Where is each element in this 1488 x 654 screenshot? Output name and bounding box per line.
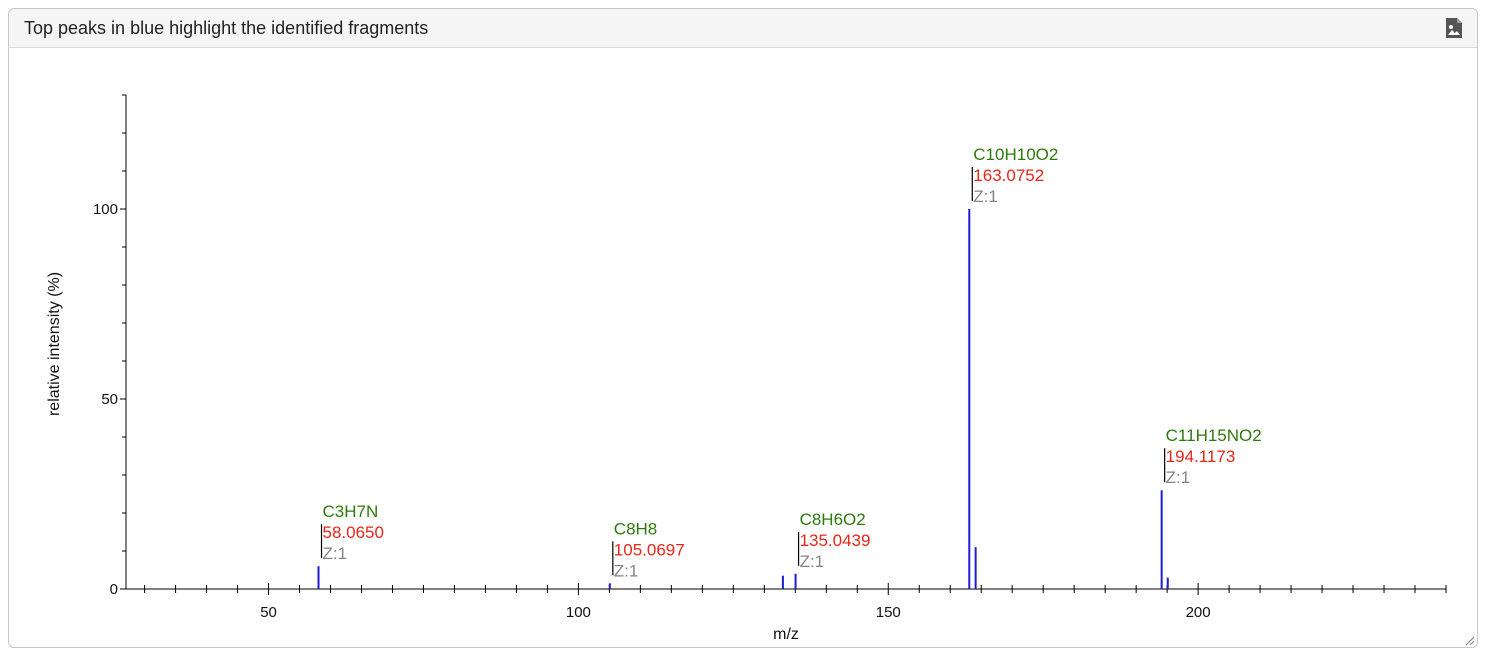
annotation-mz: 194.1173 — [1166, 447, 1236, 466]
image-file-icon[interactable] — [1445, 17, 1463, 39]
annotation-mz: 135.0439 — [800, 531, 871, 550]
peak-annotation: C8H6O2 135.0439 Z:1 — [797, 510, 871, 571]
x-tick-label: 100 — [566, 604, 591, 621]
x-tick-label: 150 — [876, 604, 901, 621]
annotation-mz: 105.0697 — [614, 540, 685, 559]
annotation-formula: C3H7N — [323, 502, 379, 521]
resize-grip-icon[interactable] — [1463, 633, 1475, 646]
panel-header: Top peaks in blue highlight the identifi… — [9, 9, 1477, 48]
y-axis-title: relative intensity (%) — [46, 272, 63, 416]
peak-annotation: C11H15NO2 194.1173 Z:1 — [1164, 426, 1262, 487]
peak-annotation: C10H10O2 163.0752 Z:1 — [971, 145, 1058, 206]
annotation-mz: 58.0650 — [323, 523, 384, 542]
y-ticks: 0 50 100 — [93, 94, 126, 598]
annotations: C3H7N 58.0650 Z:1 C8H8 105.0697 Z:1 C8H6O2 135.… — [320, 145, 1262, 580]
annotation-formula: C11H15NO2 — [1166, 426, 1262, 445]
x-axis-title: m/z — [773, 626, 799, 643]
y-tick-label: 0 — [110, 581, 118, 598]
annotation-formula: C10H10O2 — [973, 145, 1058, 164]
y-tick-label: 100 — [93, 201, 118, 218]
annotation-charge: Z:1 — [614, 561, 639, 580]
annotation-formula: C8H8 — [614, 519, 657, 538]
annotation-formula: C8H6O2 — [800, 510, 866, 529]
y-tick-label: 50 — [101, 391, 118, 408]
panel-title: Top peaks in blue highlight the identifi… — [24, 18, 429, 38]
x-ticks: 50 100 150 200 — [144, 583, 1447, 621]
peak-annotation: C8H8 105.0697 Z:1 — [612, 519, 685, 580]
x-tick-label: 50 — [260, 604, 277, 621]
spectrum-panel: Top peaks in blue highlight the identifi… — [8, 8, 1478, 648]
annotation-mz: 163.0752 — [973, 166, 1044, 185]
peak-annotation: C3H7N 58.0650 Z:1 — [320, 502, 384, 563]
annotation-charge: Z:1 — [973, 187, 998, 206]
peaks — [317, 209, 1169, 589]
axes: 50 100 150 200 0 50 100 m/z relative intensit… — [46, 94, 1447, 643]
annotation-charge: Z:1 — [323, 544, 348, 563]
x-tick-label: 200 — [1186, 604, 1211, 621]
annotation-charge: Z:1 — [800, 552, 825, 571]
annotation-charge: Z:1 — [1166, 468, 1191, 487]
